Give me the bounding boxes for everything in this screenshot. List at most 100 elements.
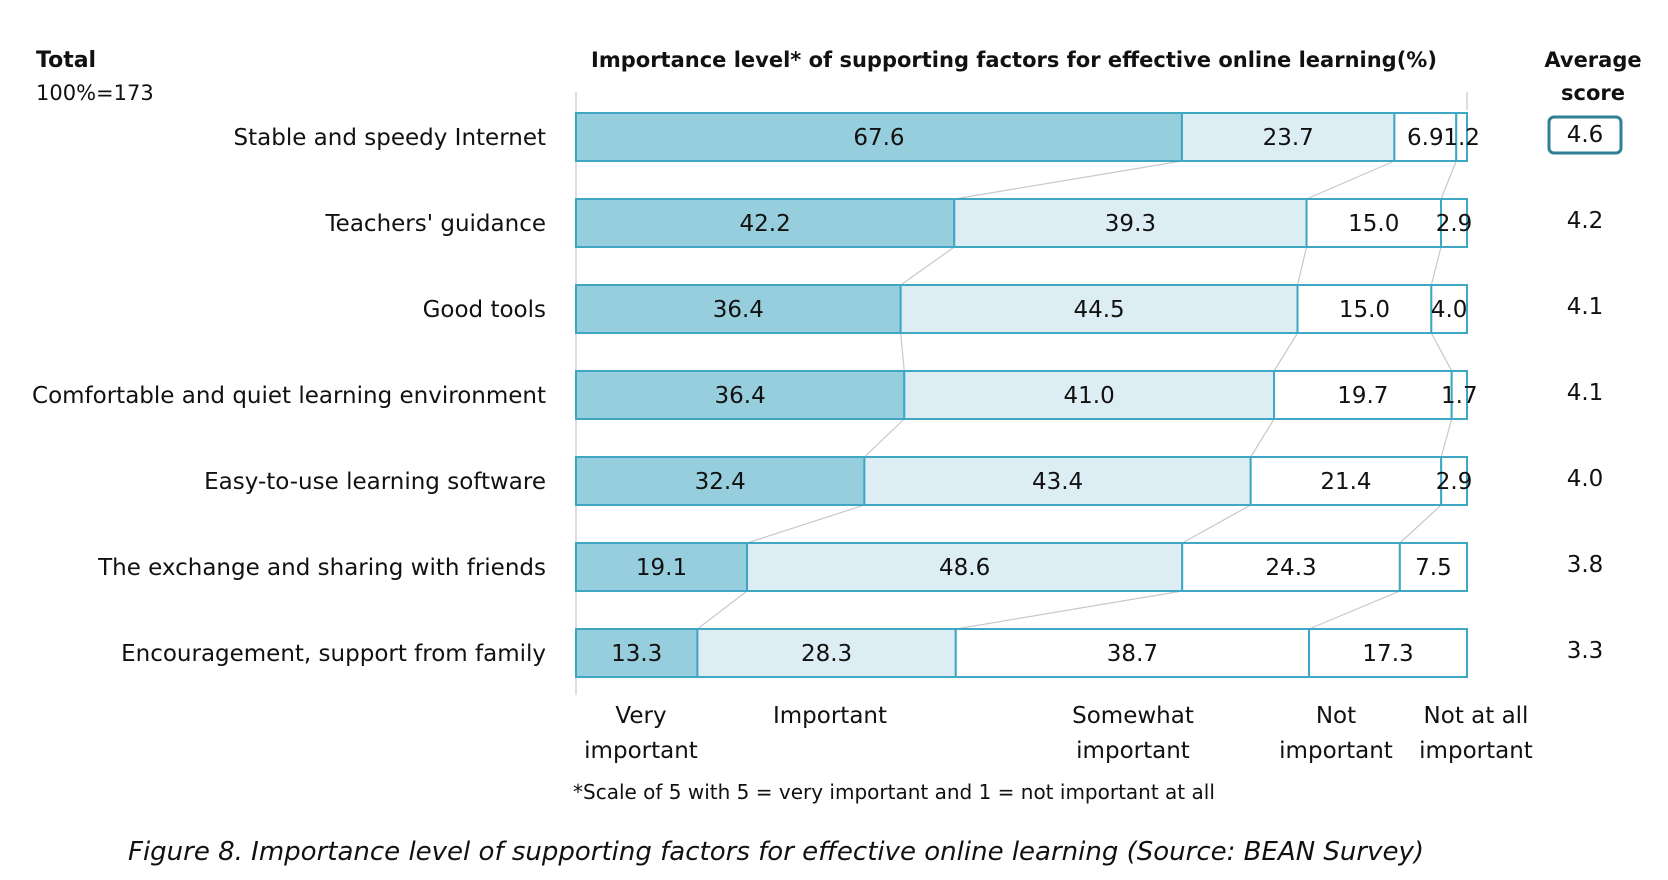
bar-segment — [1430, 284, 1469, 334]
data-label: 23.7 — [1263, 125, 1314, 151]
connector-line — [1399, 504, 1442, 544]
bar-segment — [1308, 628, 1469, 678]
chart-title: Importance level* of supporting factors … — [591, 48, 1437, 72]
data-label: 41.0 — [1064, 383, 1115, 409]
connector-line — [900, 246, 955, 286]
average-score-header-line2: score — [1561, 81, 1625, 105]
data-label: 15.0 — [1339, 297, 1390, 323]
legend-label: important — [584, 738, 698, 764]
average-score-header-line1: Average — [1544, 48, 1641, 72]
category-label: The exchange and sharing with friends — [97, 555, 546, 581]
data-label: 2.9 — [1436, 469, 1473, 495]
data-label: 15.0 — [1348, 211, 1399, 237]
labels-group: 67.6 23.7 6.9 1.2 Stable and speedy Internet… — [32, 115, 1623, 667]
bar-segment — [1181, 542, 1401, 592]
base-label: 100%=173 — [36, 81, 154, 105]
bar-segment — [575, 284, 902, 334]
data-label: 4.0 — [1431, 297, 1468, 323]
connector-line — [900, 332, 905, 372]
data-label: 36.4 — [715, 383, 766, 409]
connector-line — [1296, 246, 1308, 286]
data-label: 17.3 — [1362, 641, 1413, 667]
data-label: 6.9 — [1407, 125, 1444, 151]
connector-lines — [697, 160, 1457, 630]
legend-label: Very — [615, 703, 666, 729]
figure-caption: Figure 8. Importance level of supporting… — [128, 837, 1424, 867]
connector-line — [863, 418, 905, 458]
legend-label: Not — [1316, 703, 1356, 729]
bar-segment — [903, 370, 1276, 420]
connector-line — [1440, 418, 1453, 458]
connector-line — [1430, 332, 1453, 372]
bar-segment — [1249, 456, 1443, 506]
connector-line — [1250, 418, 1275, 458]
bar-segment — [575, 198, 956, 248]
legend-group: Very important Important Somewhat important N… — [584, 703, 1533, 764]
category-label: Good tools — [423, 297, 546, 323]
bar-segment — [696, 628, 957, 678]
category-label: Easy-to-use learning software — [204, 469, 546, 495]
data-label: 21.4 — [1320, 469, 1371, 495]
data-label: 43.4 — [1032, 469, 1083, 495]
bar-segment — [1180, 112, 1396, 162]
connector-line — [1308, 590, 1401, 630]
data-label: 32.4 — [695, 469, 746, 495]
bar-segment — [1398, 542, 1469, 592]
bar-segment — [954, 628, 1311, 678]
data-label: 1.2 — [1443, 125, 1480, 151]
bar-segment — [575, 370, 906, 420]
data-label: 67.6 — [853, 125, 904, 151]
bar-segment — [746, 542, 1184, 592]
data-label: 42.2 — [740, 211, 791, 237]
data-label: 19.7 — [1337, 383, 1388, 409]
category-label: Teachers' guidance — [325, 211, 546, 237]
bar-segment — [1273, 370, 1453, 420]
bar-segment — [1440, 456, 1468, 506]
data-label: 36.4 — [713, 297, 764, 323]
connector-line — [1273, 332, 1299, 372]
data-label: 13.3 — [611, 641, 662, 667]
connector-line — [1181, 504, 1251, 544]
legend-label: Not at all — [1424, 703, 1529, 729]
connector-line — [954, 160, 1183, 200]
connector-line — [746, 504, 865, 544]
average-score: 4.6 — [1567, 122, 1604, 148]
bar-segment — [899, 284, 1299, 334]
legend-label: important — [1279, 738, 1393, 764]
legend-label: Somewhat — [1072, 703, 1194, 729]
average-score: 4.2 — [1567, 208, 1604, 234]
average-score: 4.1 — [1567, 294, 1604, 320]
bar-segment — [575, 542, 749, 592]
bar-segment — [1440, 198, 1468, 248]
legend-label: important — [1076, 738, 1190, 764]
bar-segment — [575, 112, 1183, 162]
bar-segment — [863, 456, 1252, 506]
footnote: *Scale of 5 with 5 = very important and … — [573, 780, 1215, 804]
average-score: 3.3 — [1567, 638, 1604, 664]
data-label: 19.1 — [636, 555, 687, 581]
average-score-highlight-box — [1547, 115, 1623, 155]
connector-line — [955, 590, 1183, 630]
average-score: 4.1 — [1567, 380, 1604, 406]
bar-segment — [1393, 112, 1458, 162]
average-score: 3.8 — [1567, 552, 1604, 578]
data-label: 24.3 — [1265, 555, 1316, 581]
category-label: Comfortable and quiet learning environme… — [32, 383, 546, 409]
legend-label: Important — [773, 703, 887, 729]
category-label: Stable and speedy Internet — [234, 125, 546, 151]
bar-segment — [953, 198, 1308, 248]
data-label: 2.9 — [1436, 211, 1473, 237]
bar-segment — [1450, 370, 1469, 420]
bars-group — [575, 92, 1469, 695]
data-label: 38.7 — [1107, 641, 1158, 667]
legend-label: important — [1419, 738, 1533, 764]
average-score: 4.0 — [1567, 466, 1604, 492]
data-label: 39.3 — [1105, 211, 1156, 237]
data-label: 44.5 — [1073, 297, 1124, 323]
data-label: 7.5 — [1415, 555, 1452, 581]
connector-line — [1430, 246, 1442, 286]
data-label: 1.7 — [1441, 383, 1478, 409]
connector-line — [1440, 160, 1457, 200]
connector-line — [1306, 160, 1395, 200]
